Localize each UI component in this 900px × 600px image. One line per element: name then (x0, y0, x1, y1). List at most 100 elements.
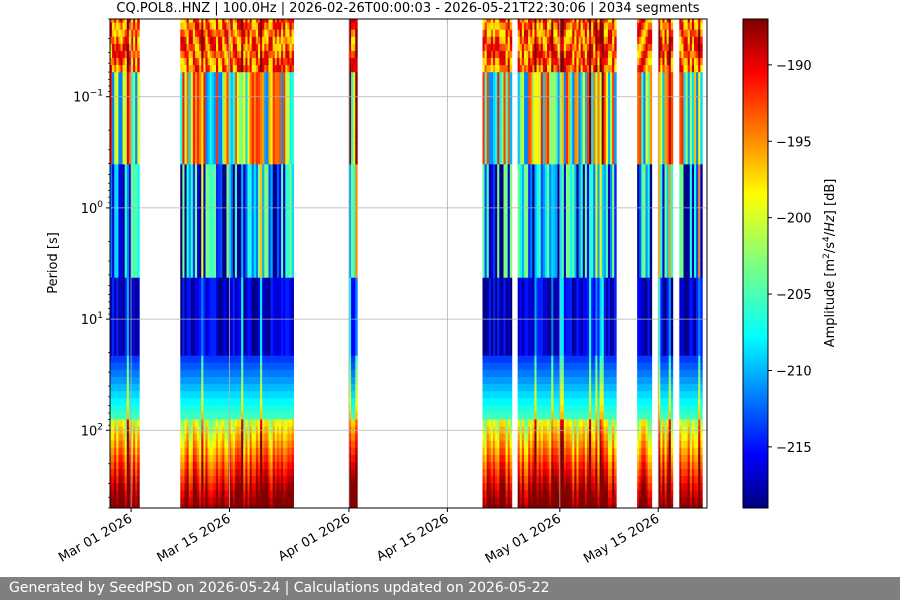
heatmap-cell (188, 114, 192, 123)
heatmap-cell (205, 157, 208, 165)
heatmap-cell (270, 419, 273, 428)
heatmap-cell (353, 298, 356, 307)
heatmap-cell (133, 362, 136, 371)
heatmap-cell (253, 72, 257, 80)
heatmap-cell (182, 19, 185, 24)
heatmap-cell (351, 36, 354, 45)
heatmap-cell (112, 483, 115, 491)
heatmap-cell (285, 469, 288, 477)
heatmap-cell (116, 298, 119, 307)
heatmap-cell (249, 178, 252, 187)
heatmap-cell (270, 221, 273, 229)
heatmap-cell (251, 50, 255, 59)
heatmap-cell (241, 298, 244, 307)
heatmap-cell (184, 178, 187, 187)
heatmap-cell (268, 298, 271, 307)
heatmap-cell (351, 150, 354, 158)
heatmap-cell (135, 93, 138, 102)
heatmap-cell (213, 348, 217, 357)
heatmap-cell (268, 419, 271, 428)
heatmap-cell (270, 461, 273, 470)
heatmap-cell (245, 384, 248, 392)
heatmap-cell (218, 270, 221, 279)
heatmap-cell (270, 341, 273, 350)
heatmap-cell (236, 405, 240, 413)
heatmap-cell (184, 284, 187, 293)
heatmap-cell (243, 476, 246, 484)
heatmap-cell (353, 412, 356, 420)
heatmap-cell (203, 447, 206, 456)
heatmap-cell (110, 504, 113, 508)
heatmap-cell (137, 143, 140, 151)
heatmap-cell (289, 171, 292, 180)
heatmap-cell (287, 72, 290, 80)
heatmap-cell (230, 107, 234, 116)
heatmap-cell (135, 235, 138, 243)
heatmap-cell (110, 199, 113, 208)
heatmap-cell (220, 100, 223, 109)
heatmap-cell (226, 341, 229, 350)
heatmap-cell (203, 121, 206, 130)
heatmap-cell (192, 164, 196, 172)
heatmap-cell (226, 256, 229, 265)
heatmap-cell (211, 114, 215, 123)
heatmap-cell (353, 58, 356, 66)
heatmap-cell (122, 277, 125, 286)
heatmap-cell (192, 213, 196, 222)
heatmap-cell (268, 384, 271, 392)
heatmap-cell (245, 192, 248, 201)
heatmap-cell (131, 454, 134, 463)
heatmap-cell (116, 65, 119, 73)
heatmap-cell (239, 235, 242, 243)
heatmap-cell (278, 298, 282, 307)
heatmap-cell (128, 185, 132, 194)
heatmap-cell (351, 22, 354, 31)
heatmap-cell (203, 320, 206, 328)
heatmap-cell (230, 412, 234, 420)
heatmap-cell (224, 93, 227, 102)
heatmap-cell (274, 128, 278, 137)
heatmap-cell (128, 143, 132, 151)
heatmap-cell (110, 277, 113, 286)
heatmap-cell (122, 121, 125, 130)
heatmap-cell (268, 284, 271, 293)
heatmap-cell (226, 72, 229, 80)
heatmap-cell (186, 22, 189, 31)
heatmap-cell (251, 121, 255, 130)
heatmap-cell (257, 206, 261, 215)
heatmap-cell (218, 199, 221, 208)
heatmap-cell (257, 327, 261, 335)
heatmap-cell (283, 114, 286, 123)
heatmap-cell (260, 291, 263, 300)
heatmap-cell (199, 369, 202, 378)
heatmap-cell (255, 22, 259, 31)
heatmap-cell (188, 461, 192, 470)
heatmap-cell (276, 497, 280, 506)
heatmap-cell (253, 263, 257, 272)
heatmap-cell (197, 22, 200, 31)
heatmap-cell (188, 419, 192, 428)
heatmap-cell (197, 461, 200, 470)
heatmap-cell (348, 384, 352, 392)
heatmap-cell (245, 36, 248, 45)
heatmap-cell (186, 369, 189, 378)
heatmap-cell (243, 348, 246, 357)
heatmap-cell (110, 412, 113, 420)
heatmap-cell (268, 391, 271, 399)
heatmap-cell (116, 490, 119, 498)
heatmap-cell (351, 476, 354, 484)
heatmap-cell (230, 171, 234, 180)
heatmap-cell (133, 405, 136, 413)
heatmap-cell (184, 376, 187, 385)
heatmap-cell (243, 306, 246, 314)
heatmap-cell (188, 327, 192, 335)
heatmap-cell (126, 143, 130, 151)
heatmap-cell (114, 469, 117, 477)
heatmap-cell (180, 263, 183, 272)
heatmap-cell (287, 100, 290, 109)
heatmap-cell (253, 242, 257, 250)
heatmap-cell (211, 454, 215, 463)
heatmap-cell (133, 447, 136, 456)
heatmap-cell (137, 43, 140, 52)
heatmap-cell (243, 157, 246, 165)
